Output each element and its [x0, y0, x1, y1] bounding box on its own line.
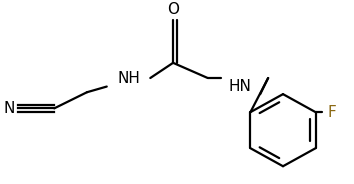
Text: N: N: [3, 101, 15, 116]
Text: HN: HN: [229, 79, 252, 94]
Text: F: F: [327, 105, 336, 120]
Text: O: O: [167, 2, 179, 17]
Text: NH: NH: [117, 70, 140, 86]
